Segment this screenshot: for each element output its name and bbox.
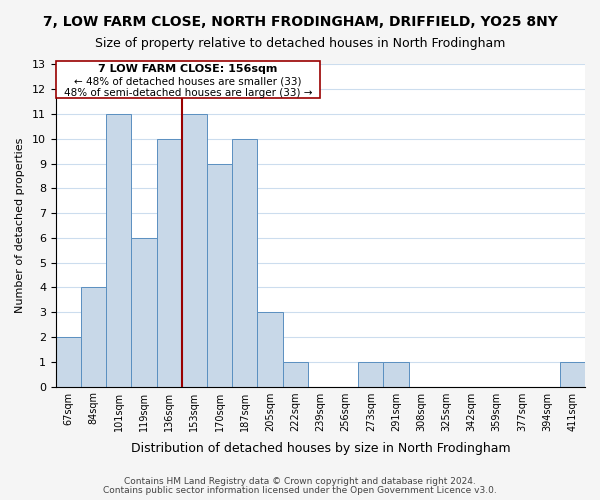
Bar: [131, 238, 157, 386]
Bar: [383, 362, 409, 386]
Bar: [106, 114, 131, 386]
Bar: [207, 164, 232, 386]
Y-axis label: Number of detached properties: Number of detached properties: [15, 138, 25, 313]
Bar: [560, 362, 585, 386]
Bar: [157, 139, 182, 386]
Text: 7, LOW FARM CLOSE, NORTH FRODINGHAM, DRIFFIELD, YO25 8NY: 7, LOW FARM CLOSE, NORTH FRODINGHAM, DRI…: [43, 15, 557, 29]
Text: Size of property relative to detached houses in North Frodingham: Size of property relative to detached ho…: [95, 38, 505, 51]
Bar: [182, 114, 207, 386]
Bar: [232, 139, 257, 386]
Bar: [358, 362, 383, 386]
Text: ← 48% of detached houses are smaller (33): ← 48% of detached houses are smaller (33…: [74, 77, 302, 87]
Bar: [283, 362, 308, 386]
FancyBboxPatch shape: [56, 60, 320, 98]
Text: 48% of semi-detached houses are larger (33) →: 48% of semi-detached houses are larger (…: [64, 88, 313, 98]
Text: Contains public sector information licensed under the Open Government Licence v3: Contains public sector information licen…: [103, 486, 497, 495]
X-axis label: Distribution of detached houses by size in North Frodingham: Distribution of detached houses by size …: [131, 442, 510, 455]
Text: 7 LOW FARM CLOSE: 156sqm: 7 LOW FARM CLOSE: 156sqm: [98, 64, 278, 74]
Bar: [81, 288, 106, 386]
Bar: [56, 337, 81, 386]
Text: Contains HM Land Registry data © Crown copyright and database right 2024.: Contains HM Land Registry data © Crown c…: [124, 477, 476, 486]
Bar: [257, 312, 283, 386]
